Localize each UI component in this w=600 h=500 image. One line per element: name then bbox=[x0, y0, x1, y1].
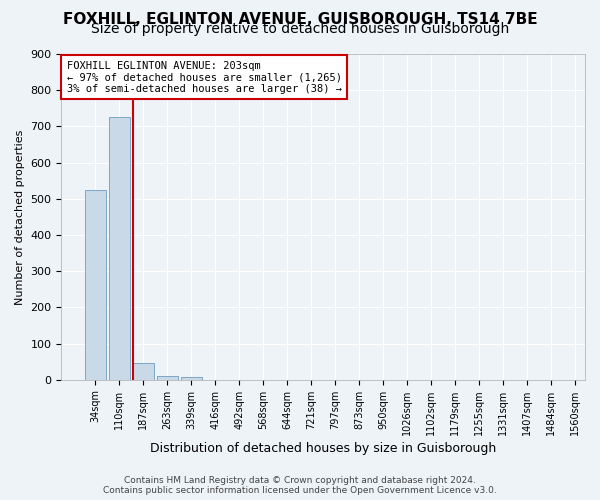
Bar bbox=[133, 362, 154, 380]
Bar bbox=[85, 190, 106, 380]
Text: Size of property relative to detached houses in Guisborough: Size of property relative to detached ho… bbox=[91, 22, 509, 36]
Y-axis label: Number of detached properties: Number of detached properties bbox=[15, 129, 25, 304]
X-axis label: Distribution of detached houses by size in Guisborough: Distribution of detached houses by size … bbox=[150, 442, 496, 455]
Bar bbox=[157, 376, 178, 380]
Bar bbox=[181, 377, 202, 380]
Text: FOXHILL EGLINTON AVENUE: 203sqm
← 97% of detached houses are smaller (1,265)
3% : FOXHILL EGLINTON AVENUE: 203sqm ← 97% of… bbox=[67, 60, 341, 94]
Bar bbox=[109, 118, 130, 380]
Text: Contains HM Land Registry data © Crown copyright and database right 2024.
Contai: Contains HM Land Registry data © Crown c… bbox=[103, 476, 497, 495]
Text: FOXHILL, EGLINTON AVENUE, GUISBOROUGH, TS14 7BE: FOXHILL, EGLINTON AVENUE, GUISBOROUGH, T… bbox=[62, 12, 538, 28]
